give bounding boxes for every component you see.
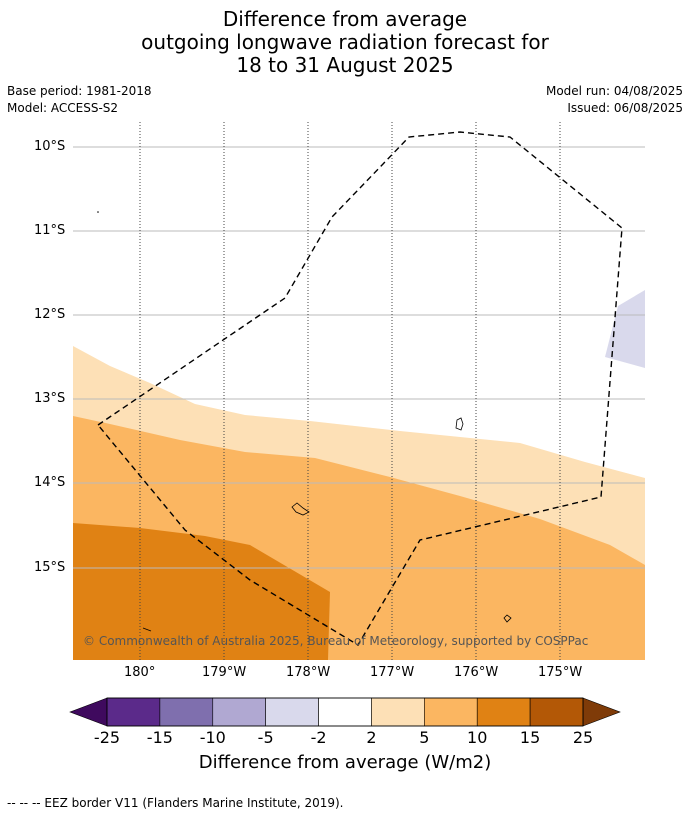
model-name: Model: ACCESS-S2 [7,101,119,115]
island-wallis [455,417,464,431]
contour-10-15 [73,523,330,660]
colorbar-cell [212,697,266,727]
lat-gridlines [73,146,645,569]
colorbar-tick-label: 10 [467,728,488,747]
colorbar-label: Difference from average (W/m2) [198,752,492,773]
colorbar-tick-label: -25 [93,728,121,747]
lat-label-10s: 10°S [34,139,66,154]
model-run: Model run: 04/08/2025 [545,84,683,98]
copyright-text: © Commonwealth of Australia 2025, Bureau… [83,634,588,648]
lon-label-178w: 178°W [286,665,331,680]
map-title: Difference from average outgoing longwav… [0,8,690,77]
colorbar-tick-label: -15 [146,728,173,747]
island-west [142,627,152,632]
colorbar-tick-label: 2 [366,728,377,747]
title-line-1: Difference from average [222,7,468,31]
lon-label-175w: 175°W [538,665,583,680]
eez-border [96,131,623,646]
title-line-3: 18 to 31 August 2025 [236,53,454,77]
island-small [503,614,512,623]
colorbar [69,697,621,727]
lat-label-11s: 11°S [34,223,66,238]
lat-label-14s: 14°S [34,475,66,490]
colorbar-cell [529,697,584,727]
colorbar-under [69,697,108,727]
island-futuna [291,502,310,516]
issued-date: Issued: 06/08/2025 [567,101,683,115]
lat-label-12s: 12°S [34,307,66,322]
colorbar-cell [265,697,319,727]
colorbar-tick-label: 25 [572,728,594,747]
colorbar-cell [424,697,478,727]
lon-label-180: 180° [124,665,156,680]
meta-left: Base period: 1981-2018 Model: ACCESS-S2 [7,83,152,117]
lon-label-179w: 179°W [202,665,247,680]
colorbar-tick-label: -10 [199,728,226,747]
island-dot [97,211,99,213]
lon-label-176w: 176°W [454,665,499,680]
title-line-2: outgoing longwave radiation forecast for [141,30,549,54]
colorbar-over [582,697,621,727]
colorbar-tick-label: -2 [310,728,327,747]
colorbar-tick-label: -5 [257,728,274,747]
colorbar-cell [106,697,161,727]
eez-legend: -- -- -- EEZ border V11 (Flanders Marine… [7,796,344,810]
lon-label-177w: 177°W [370,665,415,680]
lat-label-15s: 15°S [34,560,66,575]
lat-label-13s: 13°S [34,391,66,406]
colorbar-tick-label: 5 [419,728,430,747]
base-period: Base period: 1981-2018 [7,84,152,98]
colorbar-cell [476,697,531,727]
meta-right: Model run: 04/08/2025 Issued: 06/08/2025 [546,83,683,117]
colorbar-tick-label: 15 [519,728,541,747]
map-area: © Commonwealth of Australia 2025, Bureau… [73,122,645,660]
colorbar-cell [318,697,372,727]
colorbar-frame [106,697,584,727]
colorbar-cell [371,697,425,727]
contour-neg5-neg2 [605,290,645,368]
colorbar-cell [159,697,214,727]
